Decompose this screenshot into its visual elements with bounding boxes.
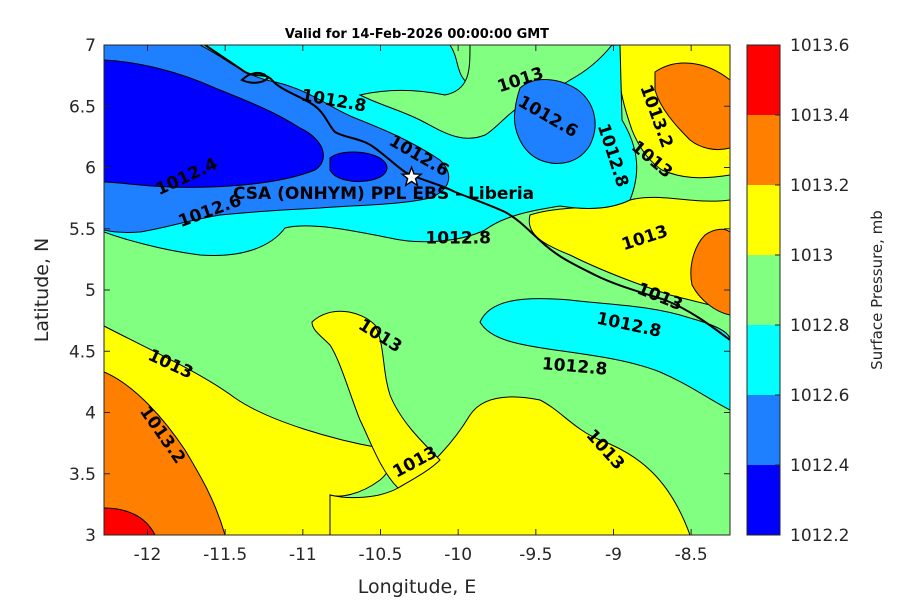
colorbar-level-label: 1013.4 <box>790 106 849 126</box>
x-axis-ticks: -12 -11.5 -11 -10.5 -10 -9.5 -9 -8.5 <box>134 45 708 565</box>
y-tick-label: 6.5 <box>69 97 96 117</box>
y-tick-label: 4.5 <box>69 342 96 362</box>
colorbar-level-label: 1012.4 <box>790 456 849 476</box>
colorbar-level-label: 1013.6 <box>790 36 849 56</box>
colorbar-swatch <box>747 255 780 325</box>
x-tick-label: -8.5 <box>675 545 708 565</box>
station-label: CSA (ONHYM) PPL EBS - Liberia <box>233 184 534 204</box>
x-tick-label: -9 <box>605 545 622 565</box>
x-tick-label: -11.5 <box>203 545 247 565</box>
band-1013-central-tongue <box>311 310 441 489</box>
band-1013-2-southwest <box>104 371 226 535</box>
station-layer: CSA (ONHYM) PPL EBS - Liberia <box>233 165 534 204</box>
map-title: Valid for 14-Feb-2026 00:00:00 GMT <box>285 27 549 42</box>
band-1012-8-north-corridor <box>358 45 613 139</box>
x-tick-label: -10.5 <box>358 545 402 565</box>
colorbar-swatch <box>747 185 780 255</box>
contour-field <box>104 45 730 535</box>
colorbar-swatch <box>747 465 780 535</box>
colorbar-level-label: 1013 <box>790 246 833 266</box>
station-star-icon <box>400 165 423 188</box>
y-tick-label: 5.5 <box>69 220 96 240</box>
contour-label: 1012.8 <box>425 228 491 248</box>
colorbar-swatch <box>747 325 780 395</box>
y-tick-label: 5 <box>85 281 96 301</box>
y-tick-label: 7 <box>85 36 96 56</box>
colorbar-level-label: 1013.2 <box>790 176 849 196</box>
colorbar-title: Surface Pressure, mb <box>868 210 886 370</box>
x-tick-label: -12 <box>134 545 162 565</box>
colorbar-level-label: 1012.8 <box>790 316 849 336</box>
band-1013-south-east <box>329 396 691 535</box>
colorbar-level-label: 1012.6 <box>790 386 849 406</box>
x-tick-label: -10 <box>444 545 472 565</box>
colorbar-swatch <box>747 45 780 115</box>
x-tick-label: -9.5 <box>519 545 552 565</box>
y-tick-label: 4 <box>85 404 96 424</box>
band-1013-2-northeast <box>654 62 730 151</box>
x-tick-label: -11 <box>289 545 317 565</box>
band-1013-2-east <box>690 228 730 316</box>
y-tick-label: 3 <box>85 526 96 546</box>
band-1012-2-core <box>104 59 324 188</box>
colorbar-frame <box>746 44 781 536</box>
coastline <box>204 45 730 341</box>
y-tick-label: 6 <box>85 159 96 179</box>
band-1012-2-inner-cell <box>329 151 388 183</box>
y-axis-label: Latitude, N <box>31 238 53 343</box>
colorbar: 1012.2 1012.4 1012.6 1012.8 1013 1013.2 1013.4… <box>746 36 849 546</box>
colorbar-swatch <box>747 115 780 185</box>
band-1012-6-east <box>479 298 730 411</box>
coastline-island <box>240 72 270 84</box>
x-axis-label: Longitude, E <box>358 576 477 598</box>
y-tick-label: 3.5 <box>69 465 96 485</box>
y-axis-ticks: 3 3.5 4 4.5 5 5.5 6 6.5 7 <box>69 36 730 546</box>
colorbar-swatch <box>747 395 780 465</box>
colorbar-level-label: 1012.2 <box>790 526 849 546</box>
band-1012-4-northeast-pool <box>513 79 596 164</box>
